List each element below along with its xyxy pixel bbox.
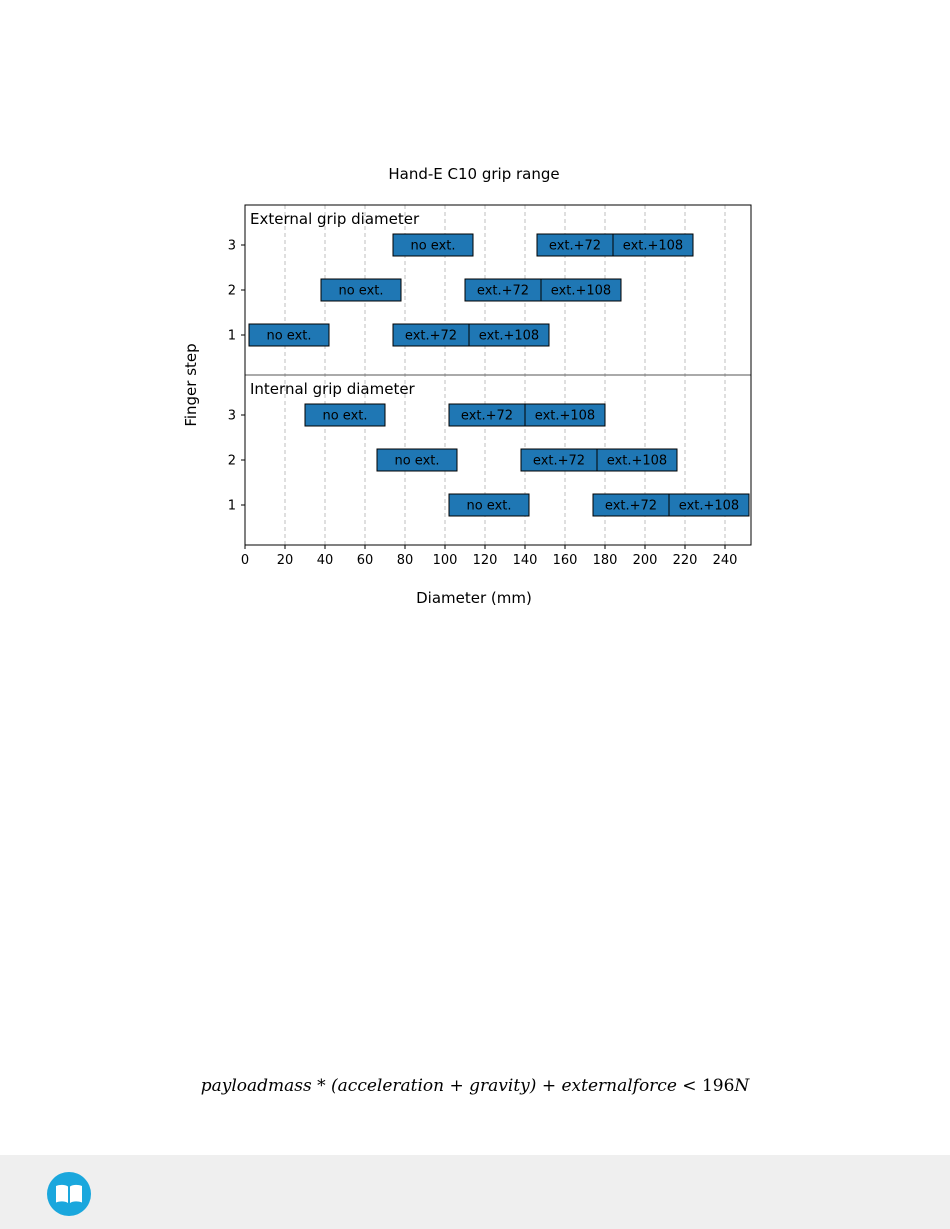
- grip-bar: [320, 278, 402, 302]
- bar-label: ext.+72: [461, 409, 513, 424]
- bar-label: ext.+108: [551, 284, 611, 299]
- grip-range-chart: no ext. ext.+72 ext.+108 no ext. ext.+72 ext.…: [182, 165, 752, 607]
- grip-bar: [304, 403, 386, 427]
- bar-label: no ext.: [266, 329, 311, 344]
- grip-bar: [524, 403, 606, 427]
- bar-label: no ext.: [466, 499, 511, 514]
- y-tick-label: 3: [228, 409, 236, 424]
- bar-label: ext.+72: [533, 454, 585, 469]
- bar-label: ext.+72: [605, 499, 657, 514]
- grip-bar: [392, 233, 474, 257]
- formula-lhs: payloadmass * (acceleration + gravity) +…: [200, 1076, 677, 1096]
- formula-unit: N: [734, 1076, 750, 1096]
- bar-label: no ext.: [410, 239, 455, 254]
- x-tick-label: 0: [241, 553, 249, 568]
- grip-bar: [668, 493, 750, 517]
- bar-label: ext.+108: [607, 454, 667, 469]
- grip-bar: [612, 233, 694, 257]
- bar-label: no ext.: [322, 409, 367, 424]
- bar-label: ext.+72: [549, 239, 601, 254]
- y-axis-label: Finger step: [182, 343, 200, 426]
- bar-label: ext.+108: [623, 239, 683, 254]
- x-tick-label: 20: [277, 553, 294, 568]
- bar-label: no ext.: [394, 454, 439, 469]
- x-tick-label: 160: [553, 553, 578, 568]
- x-tick-label: 80: [397, 553, 414, 568]
- bar-label: ext.+108: [479, 329, 539, 344]
- plot-frame: [244, 204, 752, 546]
- grip-bar: [596, 448, 678, 472]
- x-tick-label: 60: [357, 553, 374, 568]
- formula-operator: <: [682, 1076, 697, 1096]
- bar-label: no ext.: [338, 284, 383, 299]
- bar-label: ext.+72: [405, 329, 457, 344]
- y-tick-label: 3: [228, 239, 236, 254]
- panel-label: External grip diameter: [250, 210, 420, 228]
- x-tick-label: 200: [633, 553, 658, 568]
- y-tick-label: 2: [228, 454, 236, 469]
- x-tick-label: 100: [433, 553, 458, 568]
- x-tick-label: 40: [317, 553, 334, 568]
- payload-formula: payloadmass * (acceleration + gravity) +…: [0, 1076, 950, 1096]
- y-tick-label: 1: [228, 499, 236, 514]
- grip-bar: [376, 448, 458, 472]
- bar-label: ext.+108: [679, 499, 739, 514]
- book-icon[interactable]: [47, 1172, 91, 1216]
- page-footer: [0, 1155, 950, 1229]
- bar-label: ext.+72: [477, 284, 529, 299]
- x-tick-label: 240: [713, 553, 738, 568]
- grip-bar: [448, 493, 530, 517]
- y-tick-label: 2: [228, 284, 236, 299]
- grip-bar: [540, 278, 622, 302]
- x-tick-label: 140: [513, 553, 538, 568]
- grip-bar: [468, 323, 550, 347]
- x-tick-label: 220: [673, 553, 698, 568]
- panel-label: Internal grip diameter: [250, 380, 416, 398]
- x-tick-label: 180: [593, 553, 618, 568]
- chart-title: Hand-E C10 grip range: [388, 165, 559, 183]
- y-tick-label: 1: [228, 329, 236, 344]
- formula-value: 196: [701, 1076, 735, 1096]
- x-tick-label: 120: [473, 553, 498, 568]
- grip-bar: [248, 323, 330, 347]
- x-axis-label: Diameter (mm): [416, 589, 532, 607]
- bar-label: ext.+108: [535, 409, 595, 424]
